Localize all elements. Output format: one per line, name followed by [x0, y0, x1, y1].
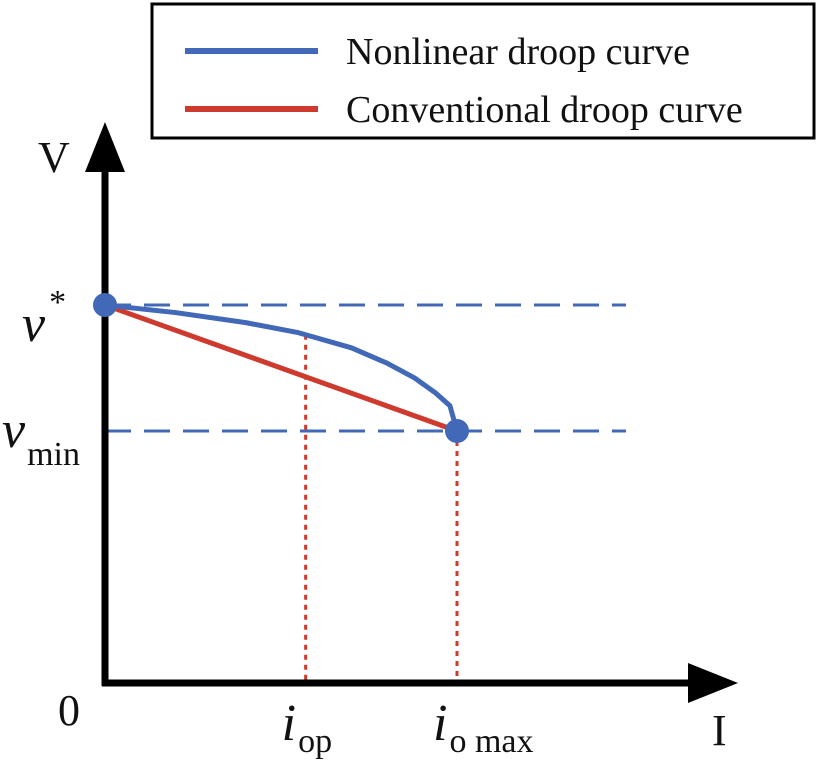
legend: Nonlinear droop curve Conventional droop … [150, 2, 816, 140]
tick-label-i-op: iop [282, 695, 332, 760]
marker-v-min-point [445, 419, 469, 443]
marker-v-star-point [93, 293, 117, 317]
axes [85, 122, 738, 703]
tick-label-i-omax: io max [433, 695, 534, 760]
series-line-nonlinear [102, 302, 460, 434]
x-axis-arrow [688, 663, 738, 703]
tick-label-v-min: vmin [2, 402, 80, 473]
series-lines [102, 302, 460, 434]
axis-labels: V I 0 v * vmin iop io max [2, 133, 727, 760]
legend-box [150, 2, 816, 140]
legend-label-1: Conventional droop curve [346, 89, 743, 131]
y-axis-arrow [85, 122, 125, 172]
series-line-conventional [102, 302, 460, 434]
y-axis-label: V [38, 133, 70, 182]
point-markers [93, 293, 469, 443]
reference-lines [105, 303, 626, 683]
tick-label-v-star: v * [22, 284, 66, 353]
legend-label-0: Nonlinear droop curve [346, 31, 690, 73]
origin-label: 0 [58, 686, 80, 735]
x-axis-label: I [712, 706, 727, 755]
